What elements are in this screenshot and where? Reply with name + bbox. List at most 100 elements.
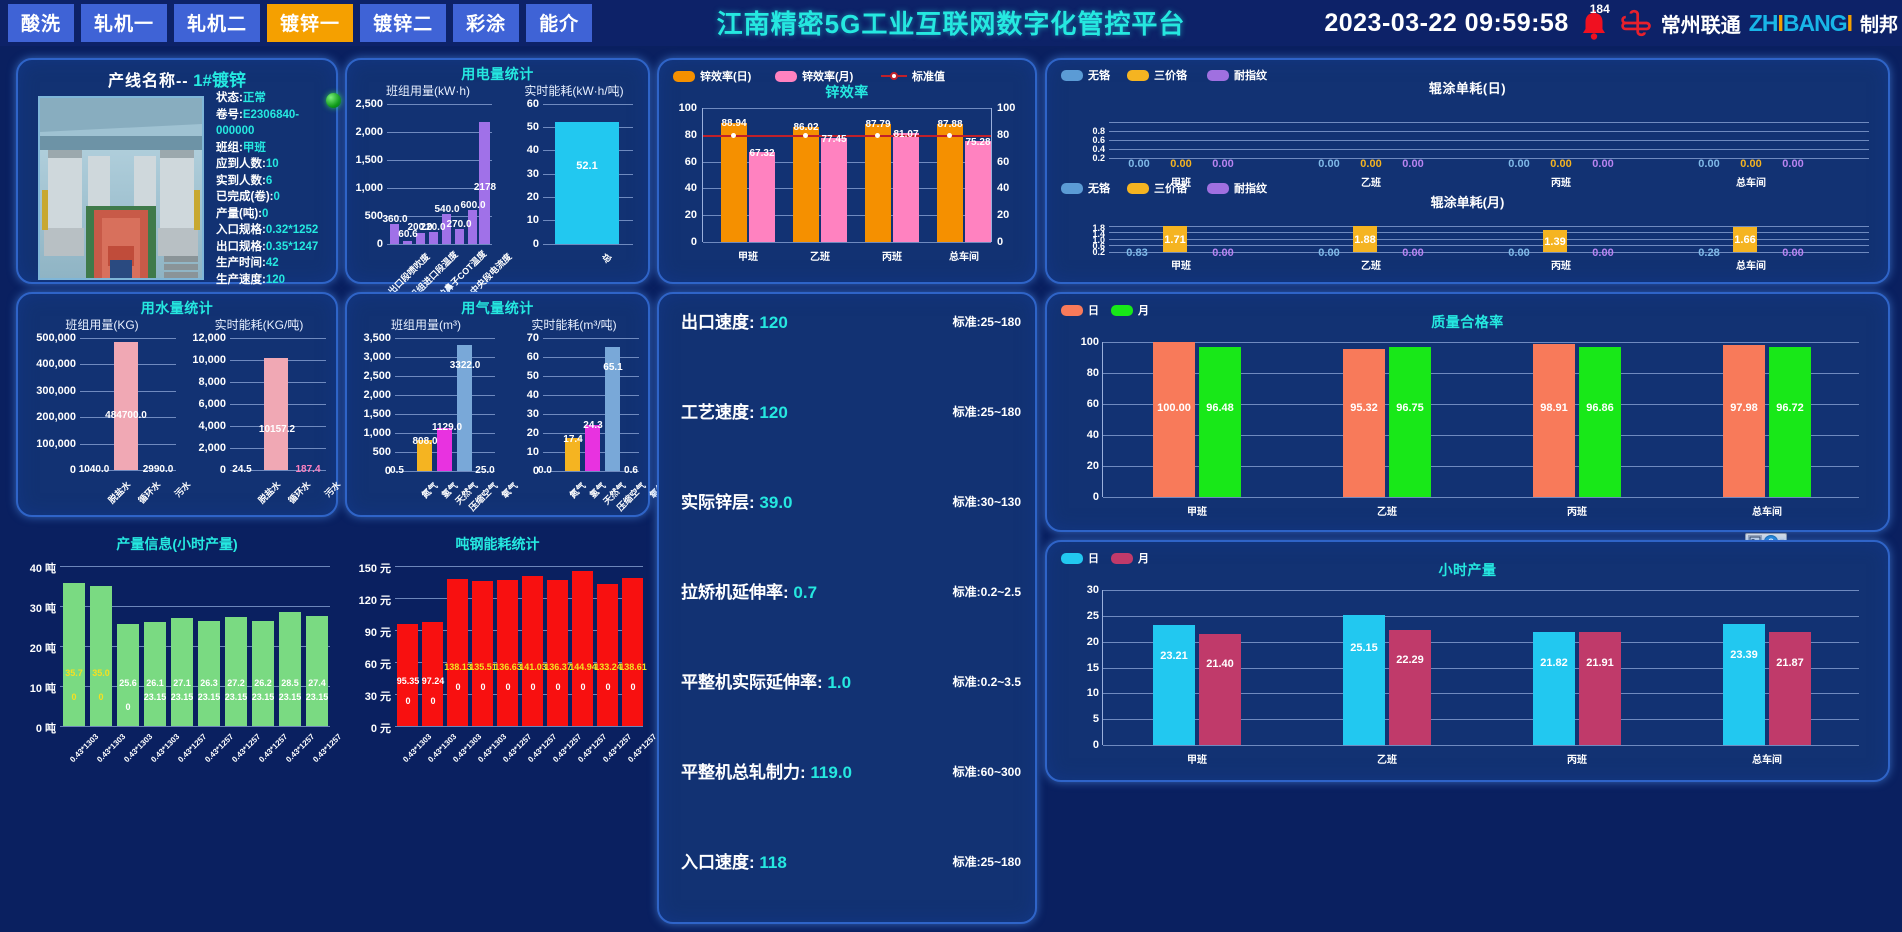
bar-value: 25.6	[119, 678, 137, 688]
x-label: 乙班	[1361, 178, 1381, 189]
bar-day	[721, 123, 747, 242]
bar-value: 600.0	[460, 200, 486, 211]
kpi-row-skinpass-force: 平整机总轧制力: 119.0 标准:60~300	[659, 750, 1035, 812]
china-unicom-logo	[1621, 9, 1651, 37]
bar	[455, 229, 464, 244]
kpi-standard-skinpass-force: 标准:60~300	[952, 765, 1021, 779]
bar-month	[893, 133, 919, 242]
production-line-panel: 产线名称-- 1#镀锌	[16, 58, 341, 286]
bar-value: 10157.2	[258, 424, 296, 435]
ytick-right: 100	[997, 102, 1016, 114]
bar-value: 138.13	[444, 662, 472, 672]
legend-label-naizhiwen: 耐指纹	[1234, 70, 1267, 82]
bar	[416, 233, 425, 244]
x-label: 总车间	[1752, 755, 1782, 766]
zinc-legend-month[interactable]: 锌效率(月)	[775, 68, 853, 84]
bar	[417, 440, 432, 471]
bar-value: 1040.0	[78, 464, 110, 475]
bar-value: 21.91	[1586, 657, 1614, 669]
ytick: 30	[526, 408, 539, 420]
nav-tab-zhaji-1[interactable]: 轧机一	[81, 4, 168, 42]
nav-tab-nengjie[interactable]: 能介	[526, 4, 593, 42]
bar-value: 87.79	[865, 119, 891, 130]
ytick: 2,000	[355, 126, 383, 138]
info-key: 生产速度:	[216, 273, 266, 286]
zinc-legend-standard[interactable]: 标准值	[881, 68, 945, 84]
bar-month	[1389, 347, 1431, 497]
ytick: 0.6	[1092, 241, 1105, 251]
bar-value-wuge: 0.00	[1508, 247, 1530, 259]
ytick: 100,000	[36, 438, 76, 450]
legend-chip-day	[1061, 552, 1083, 564]
hourly-legend-month[interactable]: 月	[1111, 550, 1149, 566]
ytick: 60	[526, 351, 539, 363]
roll-day-legend-sanjiage[interactable]: 三价铬	[1127, 67, 1187, 83]
quality-title: 质量合格率	[1431, 314, 1504, 330]
ytick: 0	[384, 465, 391, 477]
legend-label-sanjiage: 三价铬	[1154, 183, 1187, 195]
bar-value-naizhiwen: 0.00	[1212, 158, 1234, 170]
kpi-value: 119.0	[810, 763, 853, 782]
ytick: 15	[1086, 662, 1099, 674]
bar-month	[1769, 347, 1811, 497]
ytick: 60	[526, 98, 539, 110]
ytick: 40	[526, 389, 539, 401]
nav-tab-zhaji-2[interactable]: 轧机二	[174, 4, 261, 42]
bar-month	[1579, 632, 1621, 745]
kpi-key: 平整机实际延伸率:	[681, 673, 823, 692]
bar	[447, 579, 468, 726]
bar-sublabel: 0	[455, 682, 461, 692]
bar-value: 220.0	[420, 222, 446, 233]
bar-sublabel: 23.15	[197, 692, 221, 702]
hourly-legend-day[interactable]: 日	[1061, 550, 1099, 566]
nav-tab-caitu[interactable]: 彩涂	[453, 4, 520, 42]
roll-month-legend-wuge[interactable]: 无铬	[1061, 180, 1110, 196]
x-label: 总车间	[1736, 261, 1766, 272]
roll-day-legend-wuge[interactable]: 无铬	[1061, 67, 1110, 83]
quality-legend-month[interactable]: 月	[1111, 302, 1149, 318]
info-key: 应到人数:	[216, 158, 266, 170]
kpi-key: 工艺速度:	[681, 403, 755, 422]
legend-chip-day	[1061, 304, 1083, 316]
roll-day-legend-naizhiwen[interactable]: 耐指纹	[1207, 67, 1267, 83]
nav-tab-suanxi[interactable]: 酸洗	[8, 4, 75, 42]
ytick: 20 吨	[29, 643, 56, 655]
notification-bell[interactable]: 184	[1577, 2, 1611, 43]
bar	[547, 580, 568, 726]
x-label: 总车间	[949, 252, 979, 263]
ytick: 5	[1092, 713, 1099, 725]
ytick-right: 20	[997, 209, 1010, 221]
x-label: 总车间	[1752, 507, 1782, 518]
bar	[442, 214, 451, 244]
brand-letter-z: Z	[1748, 9, 1763, 36]
bar-value-wuge: 0.83	[1126, 247, 1148, 259]
bar	[144, 622, 166, 726]
ytick: 500,000	[36, 332, 76, 344]
standard-point	[803, 133, 808, 138]
ytick: 40 吨	[29, 563, 56, 575]
bar	[622, 578, 643, 726]
info-value: 42	[265, 257, 279, 269]
nav-tab-duxin-2[interactable]: 镀锌二	[360, 4, 447, 42]
bar	[225, 617, 247, 726]
quality-legend-day[interactable]: 日	[1061, 302, 1099, 318]
info-key: 产量(吨):	[216, 207, 262, 220]
zinc-legend-day[interactable]: 锌效率(日)	[673, 68, 751, 84]
roll-month-legend-sanjiage[interactable]: 三价铬	[1127, 180, 1187, 196]
info-key: 实到人数:	[216, 174, 266, 187]
bar-value: 200.0	[407, 222, 433, 233]
roll-month-legend-naizhiwen[interactable]: 耐指纹	[1207, 180, 1267, 196]
bar	[472, 581, 493, 726]
bar-value-naizhiwen: 0.00	[1402, 158, 1424, 170]
electricity-right-axis-title: 实时能耗(kW·h/吨)	[524, 84, 624, 98]
bar-value: 52.1	[576, 160, 598, 172]
x-label: 甲班	[1187, 755, 1207, 766]
bar	[565, 438, 580, 471]
bar-value: 17.4	[563, 434, 583, 445]
bar-value: 96.48	[1206, 402, 1234, 414]
electricity-left-axis-title: 班组用量(kW·h)	[386, 84, 470, 98]
bar	[90, 586, 112, 726]
x-label: 乙班	[1361, 261, 1381, 272]
legend-label-month: 月	[1138, 553, 1149, 565]
nav-tab-duxin-1[interactable]: 镀锌一	[267, 4, 354, 42]
